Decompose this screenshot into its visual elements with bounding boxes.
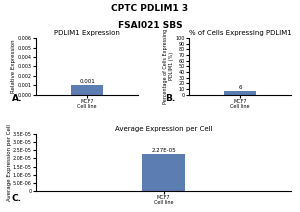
Text: CPTC PDLIM1 3: CPTC PDLIM1 3: [111, 4, 189, 13]
Title: % of Cells Expressing PDLIM1: % of Cells Expressing PDLIM1: [189, 30, 291, 36]
Bar: [71, 85, 103, 95]
Text: A.: A.: [12, 94, 22, 103]
Title: Average Expression per Cell: Average Expression per Cell: [115, 127, 212, 132]
Bar: [142, 154, 185, 191]
Y-axis label: Average Expression per Cell: Average Expression per Cell: [7, 124, 12, 201]
Bar: [224, 91, 256, 95]
Text: B.: B.: [165, 94, 175, 103]
Y-axis label: Relative Expression: Relative Expression: [11, 40, 16, 93]
Text: 6: 6: [238, 85, 242, 90]
Text: 2.27E-05: 2.27E-05: [151, 148, 176, 153]
Text: FSAI021 SBS: FSAI021 SBS: [118, 21, 182, 30]
Text: 0.001: 0.001: [79, 79, 95, 84]
Title: PDLIM1 Expression: PDLIM1 Expression: [54, 30, 120, 36]
Text: C.: C.: [12, 194, 22, 203]
Y-axis label: Percentage of Cells Expressing
PDLIM1 (%): Percentage of Cells Expressing PDLIM1 (%…: [163, 29, 174, 104]
